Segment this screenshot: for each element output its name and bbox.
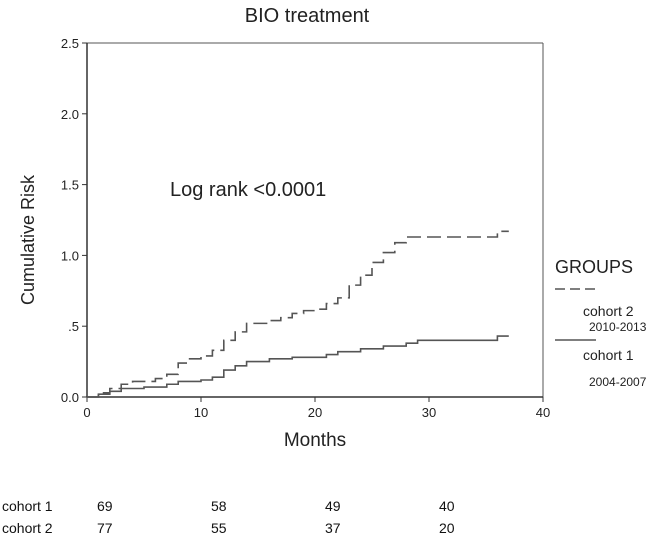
x-axis-ticks: 0 10 20 30 40 xyxy=(83,397,550,420)
plot-frame xyxy=(86,42,544,398)
y-tick-label: 2.0 xyxy=(61,107,79,122)
risk-value: 49 xyxy=(325,498,341,514)
y-axis-ticks: 0.0 .5 1.0 1.5 2.0 2.5 xyxy=(61,36,87,405)
x-tick-label: 10 xyxy=(194,405,208,420)
legend-entry-subtitle: 2010-2013 xyxy=(589,320,647,334)
legend-entry-subtitle: 2004-2007 xyxy=(589,375,647,389)
series-line-cohort-1 xyxy=(87,335,509,398)
series-line-cohort-2 xyxy=(87,230,509,398)
legend: GROUPS cohort 2 2010-2013 cohort 1 2004-… xyxy=(555,257,647,389)
series-layer xyxy=(87,230,509,398)
x-axis-title: Months xyxy=(284,430,346,451)
y-tick-label: 2.5 xyxy=(61,36,79,51)
y-tick-label: 0.0 xyxy=(61,390,79,405)
y-axis-title: Cumulative Risk xyxy=(18,174,38,305)
legend-entry-name: cohort 2 xyxy=(583,303,634,319)
risk-value: 20 xyxy=(439,520,455,536)
x-tick-label: 20 xyxy=(308,405,322,420)
chart-title: BIO treatment xyxy=(245,5,370,27)
y-tick-label: 1.5 xyxy=(61,178,79,193)
log-rank-annotation: Log rank <0.0001 xyxy=(170,179,326,201)
risk-value: 69 xyxy=(97,498,113,514)
risk-value: 77 xyxy=(97,520,113,536)
risk-value: 37 xyxy=(325,520,341,536)
risk-row-label: cohort 1 xyxy=(2,498,53,514)
x-tick-label: 0 xyxy=(83,405,90,420)
x-tick-label: 30 xyxy=(422,405,436,420)
y-tick-label: 1.0 xyxy=(61,248,79,263)
risk-value: 58 xyxy=(211,498,227,514)
risk-value: 40 xyxy=(439,498,455,514)
y-tick-label: .5 xyxy=(68,319,79,334)
risk-value: 55 xyxy=(211,520,227,536)
x-tick-label: 40 xyxy=(536,405,550,420)
legend-entry-name: cohort 1 xyxy=(583,347,634,363)
legend-title: GROUPS xyxy=(555,257,633,277)
risk-row-label: cohort 2 xyxy=(2,520,53,536)
